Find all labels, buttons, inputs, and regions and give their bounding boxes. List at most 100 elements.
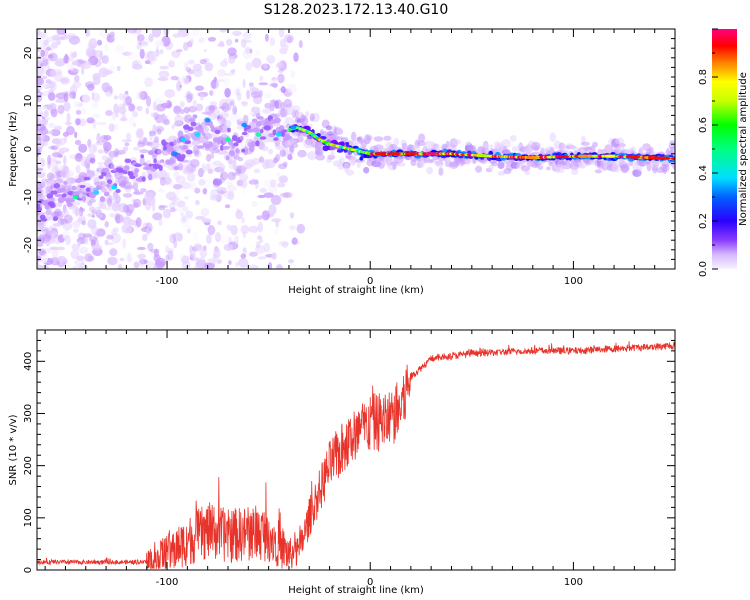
noise-blob [96, 132, 101, 144]
noise-blob [60, 218, 65, 226]
noise-blob [182, 206, 189, 212]
noise-blob [74, 74, 80, 83]
noise-blob [94, 49, 102, 58]
noise-blob [126, 29, 137, 34]
noise-blob [145, 107, 150, 115]
ridge-cell [273, 117, 281, 124]
ridge-spot [72, 194, 79, 200]
noise-blob [199, 249, 208, 258]
halo-blob [351, 140, 361, 145]
halo-blob [139, 149, 149, 154]
noise-blob [185, 67, 191, 72]
noise-blob [276, 172, 281, 178]
ridge-cell [255, 120, 262, 127]
halo-blob [126, 132, 132, 142]
halo-blob [124, 142, 130, 147]
halo-blob [420, 159, 425, 168]
noise-blob [68, 33, 76, 38]
halo-blob [482, 143, 489, 149]
noise-blob [37, 255, 42, 262]
spectrogram-heatmap [37, 29, 675, 269]
noise-blob [191, 29, 200, 37]
halo-blob [305, 111, 310, 118]
y-tick-label: -10 [23, 189, 34, 205]
x-tick-label: -100 [156, 276, 179, 287]
noise-blob [159, 49, 164, 55]
halo-blob [269, 105, 275, 112]
noise-blob [85, 47, 94, 58]
noise-blob [60, 76, 70, 85]
snr-x-axis-label: Height of straight line (km) [288, 585, 424, 596]
halo-blob [280, 86, 286, 94]
noise-blob [175, 207, 185, 212]
noise-blob [256, 235, 263, 240]
noise-blob [230, 69, 236, 74]
halo-blob [435, 143, 441, 153]
noise-blob [160, 102, 172, 109]
halo-blob [100, 180, 107, 188]
halo-blob [497, 171, 506, 176]
noise-blob [47, 54, 54, 59]
halo-blob [465, 141, 472, 146]
noise-blob [238, 258, 249, 268]
halo-blob [559, 164, 567, 170]
noise-blob [91, 92, 101, 103]
noise-blob [287, 153, 293, 160]
ridge-cell [134, 168, 140, 174]
noise-blob [168, 60, 176, 68]
noise-blob [88, 38, 98, 49]
ridge-cell [165, 159, 171, 165]
noise-blob [219, 40, 224, 47]
ridge-cell [123, 165, 130, 172]
halo-blob [122, 193, 133, 198]
halo-blob [209, 147, 220, 154]
noise-blob [37, 77, 45, 86]
halo-blob [325, 125, 333, 131]
noise-blob [278, 175, 289, 184]
ridge-cell [249, 145, 255, 153]
halo-blob [169, 157, 177, 165]
noise-blob [210, 188, 220, 199]
snr-series-line [37, 341, 675, 570]
halo-blob [39, 181, 46, 188]
noise-blob [271, 218, 282, 223]
noise-blob [128, 116, 135, 126]
halo-blob [350, 156, 356, 167]
noise-blob [107, 256, 118, 266]
noise-blob [139, 259, 148, 265]
ridge-spot [241, 122, 248, 128]
noise-blob [71, 61, 79, 66]
noise-blob [203, 245, 207, 251]
noise-blob [105, 242, 115, 246]
ridge-cell [158, 164, 163, 171]
y-tick-label: 400 [23, 352, 34, 371]
noise-blob [219, 29, 227, 33]
ridge-cell [187, 126, 194, 132]
x-tick-label: 100 [564, 276, 583, 287]
noise-blob [263, 192, 274, 198]
halo-blob [45, 230, 52, 239]
ridge-spot [172, 151, 179, 156]
halo-blob [291, 143, 299, 149]
noise-blob [264, 33, 269, 42]
ridge-cell [240, 135, 244, 140]
noise-blob [119, 117, 128, 122]
noise-blob [139, 91, 148, 100]
noise-blob [273, 228, 280, 235]
ridge-cell [157, 148, 162, 155]
halo-blob [242, 114, 249, 124]
halo-blob [51, 166, 60, 173]
halo-blob [221, 102, 230, 113]
halo-blob [337, 163, 344, 170]
halo-blob [177, 162, 184, 171]
noise-blob [240, 38, 247, 48]
halo-blob [393, 137, 400, 146]
noise-blob [176, 80, 182, 92]
noise-blob [71, 39, 75, 44]
halo-blob [193, 68, 203, 78]
colorbar-label: Normalized spectral amplitude [738, 72, 749, 226]
noise-blob [259, 75, 264, 82]
ridge-cell [273, 137, 279, 141]
noise-blob [85, 29, 91, 37]
noise-blob [278, 240, 289, 246]
